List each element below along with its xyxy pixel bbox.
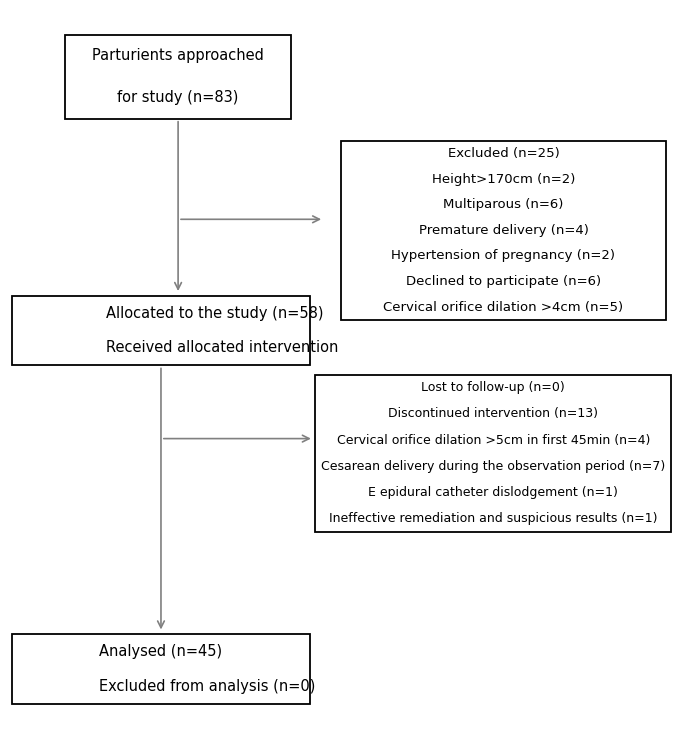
Text: Hypertension of pregnancy (n=2): Hypertension of pregnancy (n=2) [391,249,616,262]
Text: Analysed (n=45): Analysed (n=45) [99,644,223,659]
Text: Cervical orifice dilation >5cm in first 45min (n=4): Cervical orifice dilation >5cm in first … [336,433,650,447]
Text: for study (n=83): for study (n=83) [117,90,239,105]
Text: Multiparous (n=6): Multiparous (n=6) [443,198,564,211]
Text: Discontinued intervention (n=13): Discontinued intervention (n=13) [388,407,598,420]
Bar [341,140,666,320]
Text: Excluded (n=25): Excluded (n=25) [447,147,560,160]
Text: E epidural catheter dislodgement (n=1): E epidural catheter dislodgement (n=1) [369,486,618,499]
Text: Allocated to the study (n=58): Allocated to the study (n=58) [106,306,324,321]
Bar [12,634,310,703]
Text: Lost to follow-up (n=0): Lost to follow-up (n=0) [421,382,565,394]
Bar [65,35,291,119]
Text: Cervical orifice dilation >4cm (n=5): Cervical orifice dilation >4cm (n=5) [384,300,623,314]
Bar [315,374,671,532]
Bar [12,295,310,365]
Text: Excluded from analysis (n=0): Excluded from analysis (n=0) [99,678,316,694]
Text: Parturients approached: Parturients approached [92,48,264,64]
Text: Declined to participate (n=6): Declined to participate (n=6) [406,275,601,288]
Text: Height>170cm (n=2): Height>170cm (n=2) [432,173,575,186]
Text: Premature delivery (n=4): Premature delivery (n=4) [419,224,588,237]
Text: Received allocated intervention: Received allocated intervention [106,340,338,355]
Text: Ineffective remediation and suspicious results (n=1): Ineffective remediation and suspicious r… [329,512,658,525]
Text: Cesarean delivery during the observation period (n=7): Cesarean delivery during the observation… [321,460,665,473]
